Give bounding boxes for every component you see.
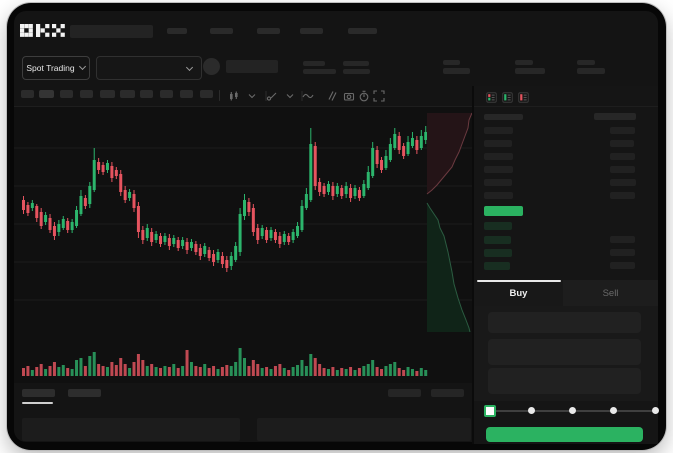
ask-row-skeleton xyxy=(484,127,513,134)
bottom-right-control[interactable] xyxy=(431,389,464,397)
ob-split-icon[interactable] xyxy=(486,92,497,103)
toolbar-divider xyxy=(219,90,220,101)
order-input-field[interactable] xyxy=(488,368,641,394)
bid-row-skeleton xyxy=(484,222,512,230)
ask-row-skeleton xyxy=(610,140,634,147)
bid-row-skeleton xyxy=(484,236,511,244)
active-tab-indicator xyxy=(22,402,53,404)
account-skeleton xyxy=(226,60,278,73)
indicator-icon[interactable] xyxy=(266,90,278,102)
timeframe-button[interactable] xyxy=(120,90,135,98)
stat-skeleton xyxy=(303,61,325,66)
bid-row-skeleton xyxy=(484,262,510,270)
top-nav-item[interactable] xyxy=(257,28,280,34)
slider-stop[interactable] xyxy=(569,407,576,414)
ask-row-skeleton xyxy=(610,166,635,173)
camera-icon[interactable] xyxy=(343,90,355,102)
buy-tab-label: Buy xyxy=(509,287,528,299)
market-type-label: Spot Trading xyxy=(26,63,75,73)
stat-skeleton xyxy=(443,68,470,74)
timer-icon[interactable] xyxy=(358,90,370,102)
timeframe-button[interactable] xyxy=(39,90,54,98)
bottom-panel xyxy=(257,418,471,441)
slider-stop[interactable] xyxy=(528,407,535,414)
stat-skeleton xyxy=(515,68,545,74)
chevron-down-icon xyxy=(79,63,86,70)
ask-row-skeleton xyxy=(610,179,636,186)
fullscreen-icon[interactable] xyxy=(373,90,385,102)
depth-chart xyxy=(426,112,472,332)
bottom-tab[interactable] xyxy=(68,389,101,397)
stat-skeleton xyxy=(343,61,369,66)
slider-stop[interactable] xyxy=(484,405,496,417)
timeframe-button[interactable] xyxy=(100,90,115,98)
ask-row-skeleton xyxy=(610,127,635,134)
divider-icon xyxy=(265,91,267,101)
ob-sell-icon[interactable] xyxy=(518,92,529,103)
candlestick-chart[interactable] xyxy=(14,108,472,334)
stat-skeleton xyxy=(443,60,460,65)
tab-buy[interactable]: Buy xyxy=(474,280,563,306)
volume-chart xyxy=(22,348,428,376)
layers-icon[interactable] xyxy=(326,90,338,102)
last-price-bar[interactable] xyxy=(484,206,523,216)
bottom-tab[interactable] xyxy=(22,389,55,397)
ask-row-skeleton xyxy=(484,192,513,199)
wave-icon[interactable] xyxy=(302,90,314,102)
slider-stop[interactable] xyxy=(610,407,617,414)
stat-skeleton xyxy=(303,69,336,74)
orderbook-header-skeleton xyxy=(594,113,636,120)
divider-icon xyxy=(301,91,303,101)
tab-sell[interactable]: Sell xyxy=(563,280,658,306)
slider-stop[interactable] xyxy=(652,407,659,414)
bid-row-skeleton xyxy=(610,262,635,269)
okx-logo xyxy=(20,24,65,37)
stat-skeleton xyxy=(515,60,533,65)
top-nav-item[interactable] xyxy=(167,28,187,34)
pair-select[interactable] xyxy=(96,56,202,80)
bottom-panel xyxy=(22,418,240,441)
sell-tab-label: Sell xyxy=(602,287,619,299)
stat-skeleton xyxy=(343,69,370,74)
bid-row-skeleton xyxy=(484,249,512,257)
timeframe-button[interactable] xyxy=(60,90,73,98)
timeframe-button[interactable] xyxy=(140,90,153,98)
panel-divider xyxy=(472,86,474,444)
stat-skeleton xyxy=(577,60,595,65)
ask-row-skeleton xyxy=(484,179,512,186)
order-input-field[interactable] xyxy=(488,312,641,333)
active-tab-indicator xyxy=(477,280,561,282)
ask-row-skeleton xyxy=(484,153,513,160)
chevron-down-icon xyxy=(186,64,193,71)
top-nav-item[interactable] xyxy=(210,28,233,34)
ask-row-skeleton xyxy=(484,140,512,147)
pair-avatar[interactable] xyxy=(203,58,220,75)
ob-buy-icon[interactable] xyxy=(502,92,513,103)
bid-row-skeleton xyxy=(610,236,635,243)
order-input-field[interactable] xyxy=(488,339,641,365)
orderbook-header-skeleton xyxy=(484,114,523,120)
bottom-right-control[interactable] xyxy=(388,389,421,397)
ask-row-skeleton xyxy=(610,153,635,160)
chevron-down-icon[interactable] xyxy=(246,90,258,102)
timeframe-button[interactable] xyxy=(180,90,193,98)
chart-background xyxy=(14,107,472,383)
buy-submit-button[interactable] xyxy=(486,427,643,442)
top-nav-item[interactable] xyxy=(348,28,377,34)
stat-skeleton xyxy=(577,68,605,74)
candles-icon[interactable] xyxy=(228,90,240,102)
bid-row-skeleton xyxy=(610,249,635,256)
market-type-selector[interactable]: Spot Trading xyxy=(22,56,90,80)
timeframe-button[interactable] xyxy=(80,90,93,98)
search-skeleton[interactable] xyxy=(70,25,153,38)
ask-row-skeleton xyxy=(484,166,513,173)
timeframe-button[interactable] xyxy=(21,90,34,98)
ask-row-skeleton xyxy=(610,192,635,199)
top-nav-item[interactable] xyxy=(300,28,323,34)
toolbar-divider-line xyxy=(14,106,658,107)
chevron-down-icon[interactable] xyxy=(284,90,296,102)
timeframe-button[interactable] xyxy=(200,90,213,98)
timeframe-button[interactable] xyxy=(160,90,173,98)
